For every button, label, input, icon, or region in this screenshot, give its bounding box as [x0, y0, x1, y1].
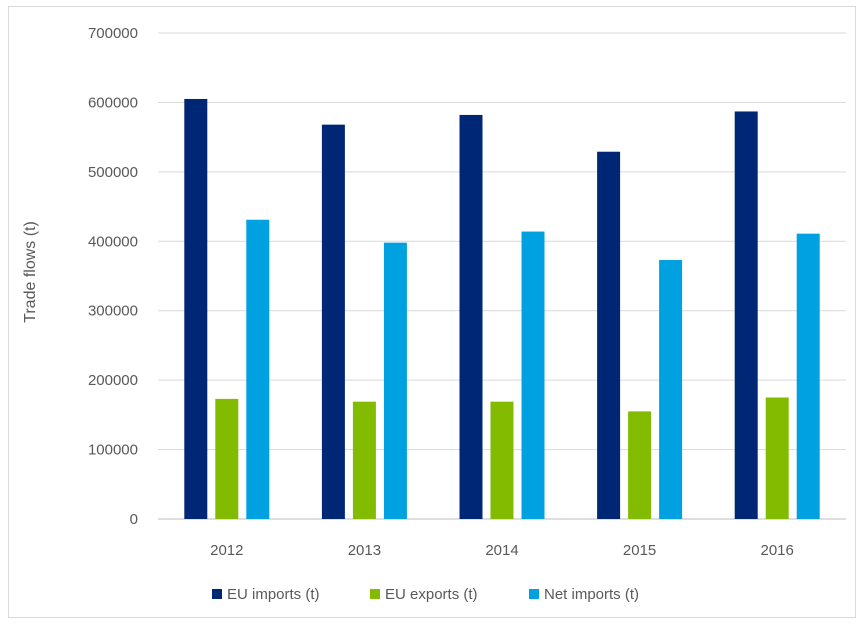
bars	[184, 98, 820, 520]
legend-label: EU exports (t)	[385, 586, 478, 603]
chart-frame	[8, 6, 856, 618]
legend-label: EU imports (t)	[227, 586, 320, 603]
bar-net-imports-t-2015	[659, 260, 683, 519]
y-tick-label: 400000	[88, 233, 138, 250]
y-tick-label: 300000	[88, 303, 138, 320]
y-tick-label: 100000	[88, 442, 138, 459]
bar-net-imports-t-2016	[796, 233, 820, 520]
y-tick-label: 700000	[88, 25, 138, 42]
bar-eu-imports-t-2015	[597, 151, 621, 520]
bar-net-imports-t-2014	[521, 231, 545, 519]
bar-eu-imports-t-2012	[184, 98, 208, 519]
y-axis-title: Trade flows (t)	[22, 221, 39, 323]
bar-eu-imports-t-2013	[321, 124, 345, 519]
legend-swatch	[529, 589, 539, 599]
bar-net-imports-t-2012	[246, 219, 270, 519]
bar-eu-exports-t-2012	[215, 398, 239, 519]
x-tick-label: 2016	[761, 542, 794, 559]
legend-label: Net imports (t)	[544, 586, 639, 603]
bar-eu-exports-t-2016	[765, 397, 789, 519]
bar-eu-exports-t-2015	[628, 411, 652, 519]
gridlines	[158, 32, 846, 520]
x-tick-label: 2015	[623, 542, 656, 559]
y-tick-label: 0	[130, 511, 138, 528]
x-tick-label: 2014	[485, 542, 518, 559]
bar-eu-imports-t-2014	[459, 114, 483, 519]
legend-swatch	[212, 589, 222, 599]
y-axis-ticks: 0 100000 200000 300000 400000 500000 600000 700…	[88, 25, 138, 528]
bar-eu-exports-t-2013	[352, 401, 376, 519]
legend-swatch	[370, 589, 380, 599]
bar-eu-imports-t-2016	[734, 111, 758, 519]
y-tick-label: 500000	[88, 164, 138, 181]
legend: EU imports (t) EU exports (t) Net imports …	[212, 586, 639, 603]
bar-net-imports-t-2013	[383, 242, 407, 519]
y-tick-label: 600000	[88, 94, 138, 111]
bar-eu-exports-t-2014	[490, 401, 514, 519]
x-tick-label: 2013	[348, 542, 381, 559]
x-axis-ticks: 2012 2013 2014 2015 2016	[210, 542, 794, 559]
y-tick-label: 200000	[88, 372, 138, 389]
x-tick-label: 2012	[210, 542, 243, 559]
